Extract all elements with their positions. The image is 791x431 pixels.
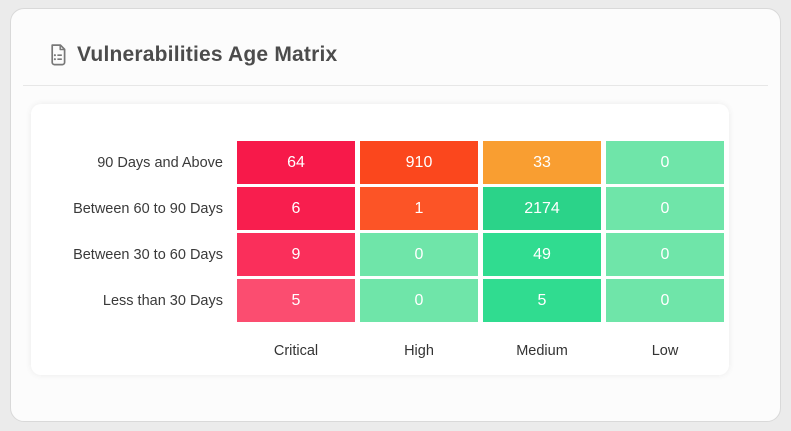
- matrix-cell-less30-medium[interactable]: 5: [483, 279, 601, 322]
- column-label-spacer: [31, 325, 232, 362]
- matrix-cell-90days-high[interactable]: 910: [360, 141, 478, 184]
- row-label-less-than-30-days: Less than 30 Days: [102, 292, 223, 309]
- matrix-cell-60to90-high[interactable]: 1: [360, 187, 478, 230]
- header-divider: [23, 85, 768, 86]
- matrix-cell-90days-medium[interactable]: 33: [483, 141, 601, 184]
- row-label-90-days-and-above: 90 Days and Above: [97, 154, 223, 171]
- card-title: Vulnerabilities Age Matrix: [77, 43, 338, 66]
- matrix-cell-30to60-medium[interactable]: 49: [483, 233, 601, 276]
- column-label-low: Low: [651, 343, 679, 359]
- column-label-critical: Critical: [273, 343, 319, 359]
- age-matrix: 90 Days and Above 64 910 33 0 Between 60…: [31, 141, 724, 362]
- column-label-medium: Medium: [516, 343, 568, 359]
- matrix-cell-less30-high[interactable]: 0: [360, 279, 478, 322]
- matrix-cell-less30-low[interactable]: 0: [606, 279, 724, 322]
- matrix-cell-90days-critical[interactable]: 64: [237, 141, 355, 184]
- matrix-panel: 90 Days and Above 64 910 33 0 Between 60…: [31, 104, 729, 375]
- matrix-cell-90days-low[interactable]: 0: [606, 141, 724, 184]
- matrix-cell-60to90-medium[interactable]: 2174: [483, 187, 601, 230]
- matrix-cell-60to90-low[interactable]: 0: [606, 187, 724, 230]
- document-report-icon: [49, 44, 67, 66]
- matrix-cell-less30-critical[interactable]: 5: [237, 279, 355, 322]
- column-label-high: High: [404, 343, 434, 359]
- card-header: Vulnerabilities Age Matrix: [49, 43, 337, 67]
- row-label-between-30-60-days: Between 30 to 60 Days: [73, 246, 223, 263]
- matrix-cell-30to60-critical[interactable]: 9: [237, 233, 355, 276]
- vulnerabilities-age-matrix-card: Vulnerabilities Age Matrix 90 Days and A…: [10, 8, 781, 422]
- matrix-cell-30to60-low[interactable]: 0: [606, 233, 724, 276]
- matrix-cell-60to90-critical[interactable]: 6: [237, 187, 355, 230]
- row-label-between-60-90-days: Between 60 to 90 Days: [73, 200, 223, 217]
- matrix-cell-30to60-high[interactable]: 0: [360, 233, 478, 276]
